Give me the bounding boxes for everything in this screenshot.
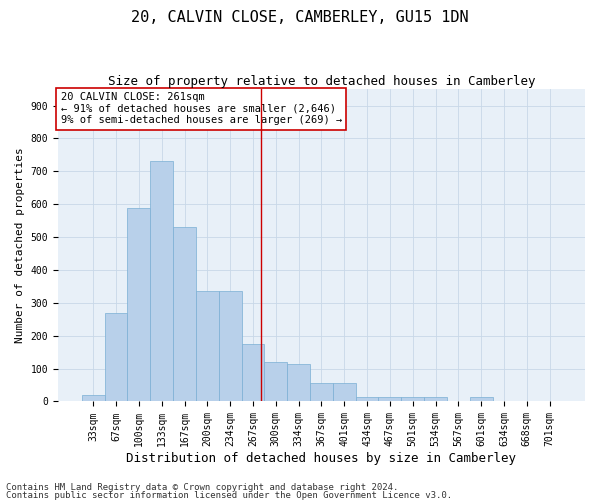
Text: Contains HM Land Registry data © Crown copyright and database right 2024.: Contains HM Land Registry data © Crown c… — [6, 484, 398, 492]
Bar — [151, 162, 173, 402]
Bar — [424, 396, 447, 402]
Bar — [82, 395, 104, 402]
Text: Contains public sector information licensed under the Open Government Licence v3: Contains public sector information licen… — [6, 490, 452, 500]
Bar — [173, 227, 196, 402]
Bar — [470, 396, 493, 402]
Bar — [242, 344, 265, 402]
Bar — [287, 364, 310, 402]
Title: Size of property relative to detached houses in Camberley: Size of property relative to detached ho… — [108, 75, 535, 88]
Bar — [333, 384, 356, 402]
Text: 20 CALVIN CLOSE: 261sqm
← 91% of detached houses are smaller (2,646)
9% of semi-: 20 CALVIN CLOSE: 261sqm ← 91% of detache… — [61, 92, 342, 126]
Bar — [196, 292, 219, 402]
Bar — [265, 362, 287, 402]
Bar — [127, 208, 151, 402]
Bar — [310, 384, 333, 402]
Text: 20, CALVIN CLOSE, CAMBERLEY, GU15 1DN: 20, CALVIN CLOSE, CAMBERLEY, GU15 1DN — [131, 10, 469, 25]
Bar — [401, 396, 424, 402]
Y-axis label: Number of detached properties: Number of detached properties — [15, 148, 25, 343]
Bar — [379, 396, 401, 402]
Bar — [219, 292, 242, 402]
Bar — [104, 312, 127, 402]
X-axis label: Distribution of detached houses by size in Camberley: Distribution of detached houses by size … — [127, 452, 517, 465]
Bar — [356, 396, 379, 402]
